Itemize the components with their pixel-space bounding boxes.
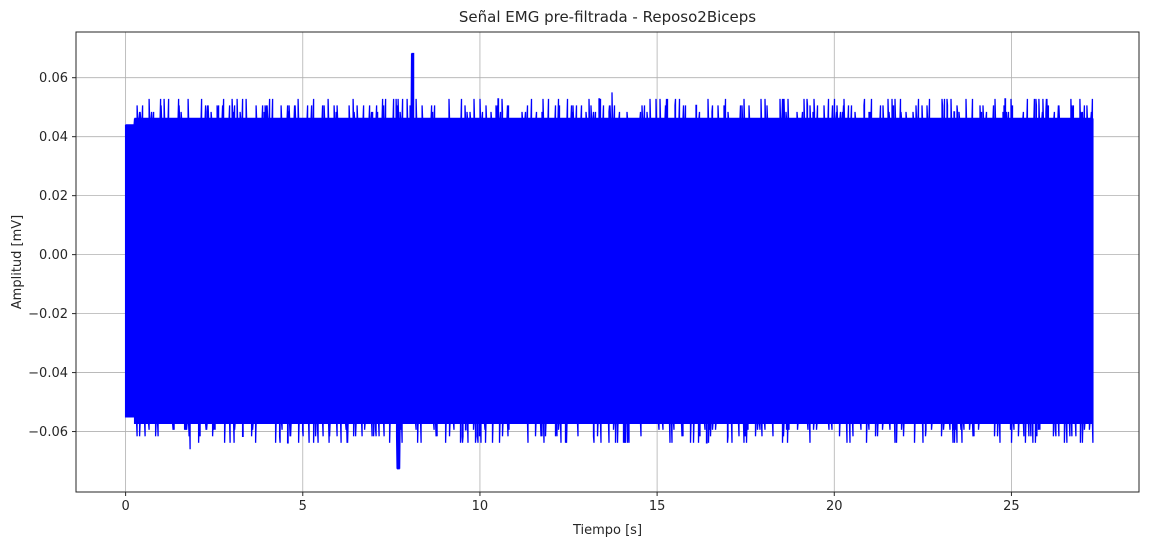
x-tick-label: 0 — [121, 499, 129, 514]
y-tick-label: −0.02 — [28, 307, 68, 322]
y-tick-label: −0.06 — [28, 425, 68, 440]
y-axis-label: Amplitud [mV] — [10, 215, 25, 309]
plot-frame — [75, 31, 1140, 493]
y-tick-label: 0.06 — [39, 71, 68, 86]
x-tick-label: 10 — [472, 499, 489, 514]
y-tick-label: 0.02 — [39, 189, 68, 204]
chart-title: Señal EMG pre-filtrada - Reposo2Biceps — [459, 8, 756, 26]
x-tick-label: 25 — [1003, 499, 1020, 514]
x-axis-label: Tiempo [s] — [572, 523, 642, 538]
x-tick-label: 15 — [649, 499, 666, 514]
emg-signal-line — [124, 52, 1094, 470]
y-tick-label: −0.04 — [28, 366, 68, 381]
tick-layer: 0 5 10 15 20 25 −0.06 −0.04 −0.02 0.00 0.02 0.04 0.0… — [28, 71, 1020, 514]
x-tick-label: 5 — [299, 499, 307, 514]
y-tick-label: 0.00 — [39, 248, 68, 263]
x-tick-label: 20 — [826, 499, 843, 514]
y-tick-label: 0.04 — [39, 130, 68, 145]
signal-layer — [124, 52, 1094, 470]
